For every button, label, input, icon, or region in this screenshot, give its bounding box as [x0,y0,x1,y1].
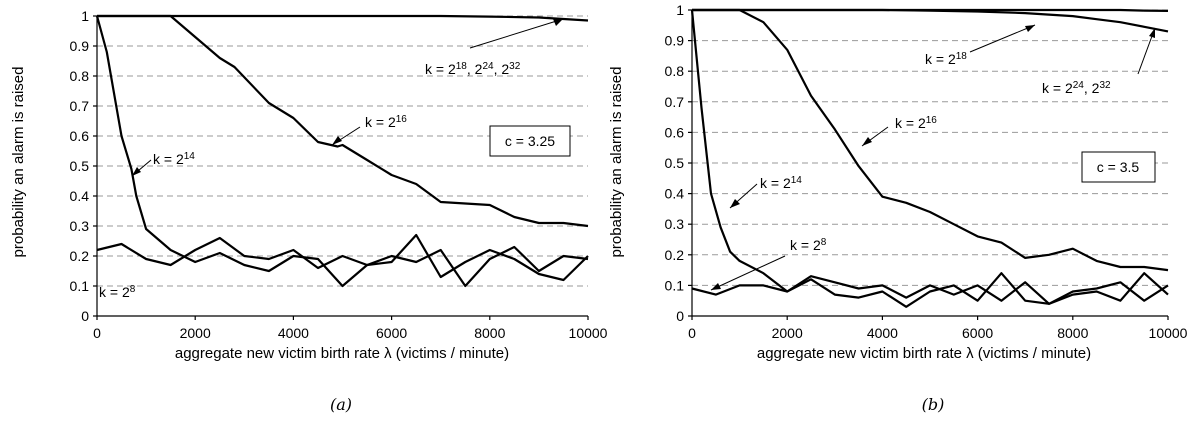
panel-a-y-tick-label: 0.6 [70,128,90,144]
panel-a-arrow-k18 [469,18,564,49]
panel-b-y-tick-label: 1 [676,2,684,18]
panel-a-x-axis-label: aggregate new victim birth rate λ (victi… [175,345,509,362]
panel-b-arrowhead-k14 [730,199,740,208]
panel-a: 0 0.1 0.2 0.3 0.4 0.5 0.6 0.7 0.8 0.9 1 0 2000 4000 60… [10,8,608,414]
panel-a-series-line-2 [95,15,589,288]
panel-b-y-tick-label: 0.5 [665,155,685,171]
panel-a-constant-box [489,125,571,157]
panel-a-arrowhead-k16 [332,136,342,145]
panel-b-label-k14: k = 214 [760,175,802,192]
panel-b-tick-labels: 0 0.1 0.2 0.3 0.4 0.5 0.6 0.7 0.8 0.9 1 0 2000 4000 60… [665,2,1188,341]
panel-a-x-tick-label: 10000 [569,325,608,341]
panel-a-series [95,14,589,288]
panel-a-x-tick-label: 8000 [474,325,505,341]
panel-a-series-line-0 [97,14,589,22]
panel-a-y-tick-label: 0.3 [70,218,90,234]
panel-b: 0 0.1 0.2 0.3 0.4 0.5 0.6 0.7 0.8 0.9 1 0 2000 4000 60… [608,2,1188,414]
panel-b-series-line-2 [692,8,1169,272]
panel-a-y-tick-label: 0.9 [70,38,90,54]
panel-b-label-k24-32: k = 224, 232 [1042,80,1111,97]
panel-b-caption: (b) [922,395,945,414]
panel-a-label-k14: k = 214 [153,151,195,168]
panel-a-y-tick-label: 0 [81,308,89,324]
panel-a-arrowhead-k14 [132,167,141,176]
panel-a-label-k18-24-32: k = 218, 224, 232 [425,61,521,78]
panel-b-x-axis-label: aggregate new victim birth rate λ (victi… [757,345,1091,362]
panel-a-series-line-1 [97,14,589,228]
panel-a-caption: (a) [330,395,352,414]
panel-b-y-tick-label: 0.9 [665,33,685,49]
panel-b-series-line-3 [690,9,1169,305]
panel-b-arrowhead-k16 [862,137,872,146]
panel-b-x-tick-label: 6000 [962,325,993,341]
panel-a-x-tick-label: 4000 [278,325,309,341]
panel-a-y-tick-label: 0.2 [70,248,90,264]
panel-b-x-tick-label: 4000 [867,325,898,341]
panel-a-y-tick-label: 0.4 [70,188,90,204]
panel-b-label-k18: k = 218 [925,51,967,68]
panel-a-constant-label: c = 3.25 [505,133,555,149]
panel-b-y-tick-label: 0.2 [665,247,685,263]
panel-a-y-axis-label: probability an alarm is raised [10,67,27,258]
panel-b-y-tick-label: 0.1 [665,277,685,293]
panel-a-y-tick-label: 0.8 [70,68,90,84]
panel-a-tick-labels: 0 0.1 0.2 0.3 0.4 0.5 0.6 0.7 0.8 0.9 1 0 2000 4000 60… [70,8,608,341]
panel-b-y-tick-label: 0.8 [665,63,685,79]
panel-a-series-line-3 [96,233,589,282]
panel-b-y-tick-label: 0.3 [665,216,685,232]
panel-b-constant-label: c = 3.5 [1097,159,1140,175]
panel-b-label-k16: k = 216 [895,115,937,132]
panel-b-x-tick-label: 2000 [772,325,803,341]
panel-b-y-tick-label: 0.6 [665,124,685,140]
panel-b-y-tick-label: 0.4 [665,186,685,202]
panel-b-arrowhead-k24-32 [1149,28,1155,38]
panel-b-label-k8: k = 28 [790,237,827,254]
panel-a-label-k16: k = 216 [365,114,407,131]
panel-b-y-axis-label: probability an alarm is raised [608,67,625,258]
panel-b-series [690,8,1169,308]
panel-b-x-tick-label: 0 [688,325,696,341]
panel-a-y-tick-label: 0.5 [70,158,90,174]
panel-b-y-tick-label: 0.7 [665,94,685,110]
panel-b-y-tick-label: 0 [676,308,684,324]
panel-b-arrowhead-k18 [1025,25,1035,32]
panel-a-arrowhead-k18 [553,19,563,26]
panel-b-x-tick-label: 8000 [1057,325,1088,341]
panel-a-y-tick-label: 1 [81,8,89,24]
panel-a-label-k8: k = 28 [99,284,136,301]
panel-b-constant-box [1081,151,1156,183]
panel-a-x-tick-label: 2000 [180,325,211,341]
panel-a-y-tick-label: 0.1 [70,278,90,294]
panel-b-arrow-k8 [710,255,786,291]
panel-a-x-tick-label: 6000 [376,325,407,341]
panel-a-axes [93,15,589,320]
panel-b-arrowhead-k8 [711,283,721,290]
panel-b-series-line-4 [691,272,1169,308]
panel-a-y-tick-label: 0.7 [70,98,90,114]
panel-a-x-tick-label: 0 [93,325,101,341]
panel-b-axes [688,9,1169,320]
panel-b-arrow-k18 [969,24,1036,53]
panel-b-series-line-1 [692,8,1169,33]
panel-b-x-tick-label: 10000 [1149,325,1188,341]
